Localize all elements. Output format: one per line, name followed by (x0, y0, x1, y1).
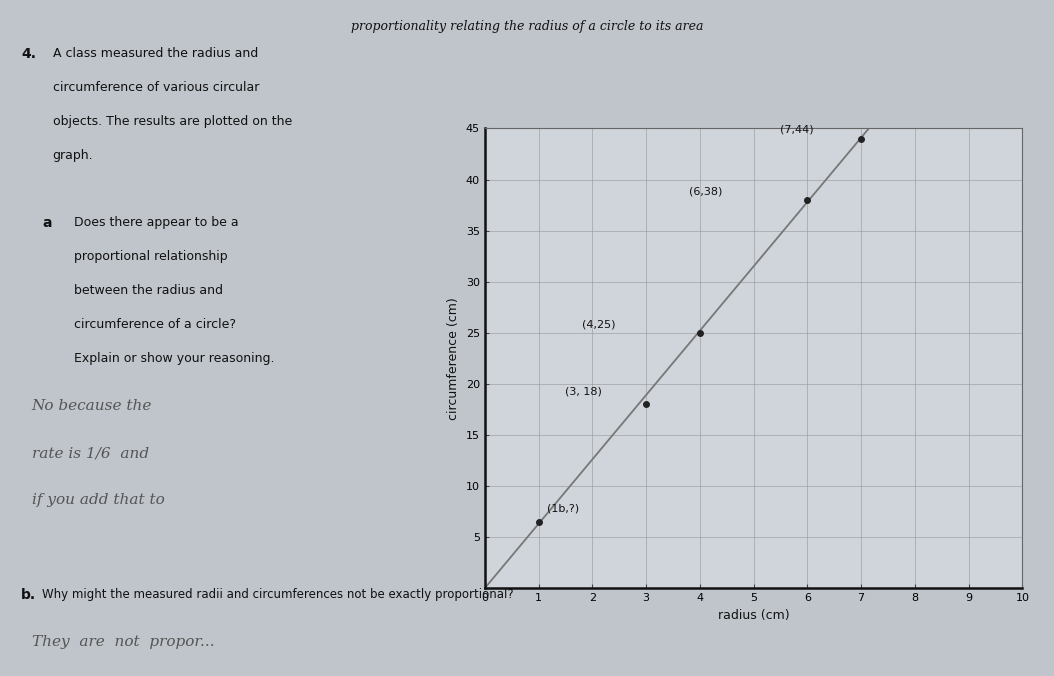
Text: (7,44): (7,44) (780, 124, 814, 135)
Text: (6,38): (6,38) (689, 187, 722, 197)
Text: A class measured the radius and: A class measured the radius and (53, 47, 258, 60)
Text: No because the: No because the (32, 399, 152, 413)
Text: b.: b. (21, 588, 36, 602)
X-axis label: radius (cm): radius (cm) (718, 608, 789, 621)
Text: if you add that to: if you add that to (32, 493, 164, 508)
Text: Explain or show your reasoning.: Explain or show your reasoning. (74, 352, 274, 364)
Text: a: a (42, 216, 52, 231)
Text: (1b,?): (1b,?) (547, 504, 579, 514)
Text: proportionality relating the radius of a circle to its area: proportionality relating the radius of a… (351, 20, 703, 33)
Text: Why might the measured radii and circumferences not be exactly proportional?: Why might the measured radii and circumf… (42, 588, 513, 601)
Text: They  are  not  propor...: They are not propor... (32, 635, 214, 650)
Y-axis label: circumference (cm): circumference (cm) (447, 297, 461, 420)
Text: 4.: 4. (21, 47, 36, 62)
Text: (4,25): (4,25) (582, 320, 616, 330)
Text: Does there appear to be a: Does there appear to be a (74, 216, 238, 229)
Text: rate is 1/6  and: rate is 1/6 and (32, 446, 149, 460)
Text: circumference of a circle?: circumference of a circle? (74, 318, 236, 331)
Text: objects. The results are plotted on the: objects. The results are plotted on the (53, 115, 292, 128)
Text: circumference of various circular: circumference of various circular (53, 81, 259, 94)
Text: graph.: graph. (53, 149, 94, 162)
Text: between the radius and: between the radius and (74, 284, 222, 297)
Text: proportional relationship: proportional relationship (74, 250, 228, 263)
Text: (3, 18): (3, 18) (565, 386, 602, 396)
